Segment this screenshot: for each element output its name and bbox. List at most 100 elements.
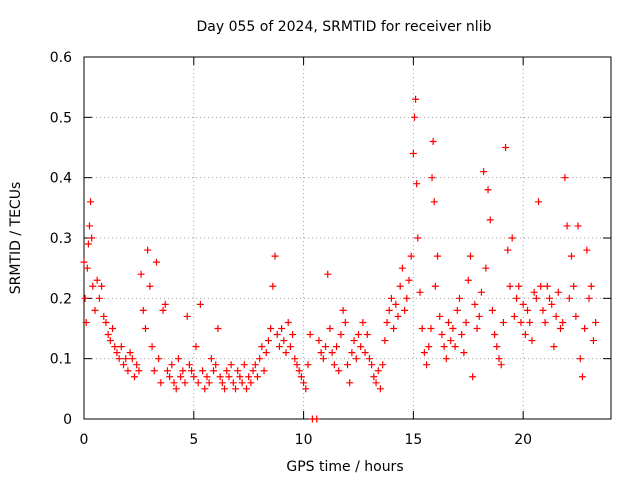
data-point <box>238 379 246 387</box>
y-tick-label: 0 <box>63 412 72 428</box>
data-point <box>337 331 345 339</box>
data-point <box>368 361 376 369</box>
data-point <box>401 306 409 314</box>
data-point <box>232 385 240 393</box>
data-point <box>565 294 573 302</box>
data-point <box>526 318 534 326</box>
data-point <box>548 300 556 308</box>
data-point <box>464 276 472 284</box>
data-point <box>249 367 257 375</box>
data-point <box>359 318 367 326</box>
data-point <box>87 198 95 206</box>
data-point <box>572 312 580 320</box>
data-point <box>161 300 169 308</box>
data-point <box>508 234 516 242</box>
y-tick-label: 0.4 <box>50 171 72 187</box>
data-point <box>196 300 204 308</box>
data-point <box>339 306 347 314</box>
data-point <box>556 325 564 332</box>
data-point <box>416 288 424 296</box>
data-point <box>194 379 202 387</box>
data-point <box>576 355 584 363</box>
data-point <box>418 325 426 332</box>
data-point <box>128 355 136 363</box>
data-point <box>453 306 461 314</box>
data-point <box>365 355 373 363</box>
data-point <box>317 349 325 357</box>
data-point <box>357 343 365 351</box>
data-point <box>109 325 117 332</box>
data-point <box>275 343 283 351</box>
data-point <box>190 373 198 381</box>
data-point <box>458 331 466 339</box>
data-point <box>172 385 180 393</box>
data-point <box>430 198 438 206</box>
data-point <box>510 312 518 320</box>
data-point <box>284 318 292 326</box>
data-point <box>486 216 494 224</box>
data-point <box>563 222 571 230</box>
data-point <box>370 373 378 381</box>
data-point <box>168 361 176 369</box>
data-point <box>115 355 123 363</box>
data-point <box>313 415 321 423</box>
data-point <box>262 349 270 357</box>
data-point <box>141 325 149 332</box>
y-axis-ticks: 0 0.1 0.2 0.3 0.4 0.5 0.6 <box>50 50 611 428</box>
data-point <box>413 180 421 188</box>
data-point <box>183 312 191 320</box>
data-point <box>484 186 492 194</box>
data-point <box>245 373 253 381</box>
data-point <box>293 361 301 369</box>
data-point <box>81 294 89 302</box>
x-tick-label: 0 <box>80 432 89 448</box>
data-point <box>530 288 538 296</box>
data-point <box>126 349 134 357</box>
data-point <box>589 337 597 345</box>
data-point <box>449 325 457 332</box>
data-point <box>434 252 442 260</box>
data-point <box>513 294 521 302</box>
data-point <box>93 276 101 284</box>
data-point <box>559 318 567 326</box>
data-point <box>423 361 431 369</box>
data-point <box>111 343 119 351</box>
data-point <box>407 252 415 260</box>
data-point <box>113 349 121 357</box>
data-point <box>431 282 439 290</box>
data-point <box>428 174 436 182</box>
data-point <box>212 361 220 369</box>
x-axis-ticks: 0 5 10 15 20 <box>80 57 532 448</box>
data-point <box>91 306 99 314</box>
data-point <box>139 306 147 314</box>
data-point <box>374 367 382 375</box>
data-point <box>253 373 261 381</box>
data-point <box>273 331 281 339</box>
data-point <box>155 355 163 363</box>
data-point <box>466 252 474 260</box>
data-point <box>306 331 314 339</box>
data-point <box>157 379 165 387</box>
data-point <box>181 379 189 387</box>
x-tick-label: 5 <box>189 432 198 448</box>
data-point <box>346 379 354 387</box>
data-point <box>574 222 582 230</box>
data-point <box>570 282 578 290</box>
data-point <box>385 306 393 314</box>
data-point <box>412 95 420 103</box>
data-point <box>163 367 171 375</box>
data-point <box>291 355 299 363</box>
data-point <box>319 355 327 363</box>
y-tick-label: 0.6 <box>50 50 72 66</box>
x-tick-label: 20 <box>514 432 532 448</box>
data-point <box>396 282 404 290</box>
data-point <box>188 367 196 375</box>
data-point <box>185 361 193 369</box>
data-point <box>335 367 343 375</box>
data-point <box>350 337 358 345</box>
data-point <box>207 355 215 363</box>
data-point <box>480 168 488 176</box>
data-point <box>159 306 167 314</box>
data-point <box>302 385 310 393</box>
